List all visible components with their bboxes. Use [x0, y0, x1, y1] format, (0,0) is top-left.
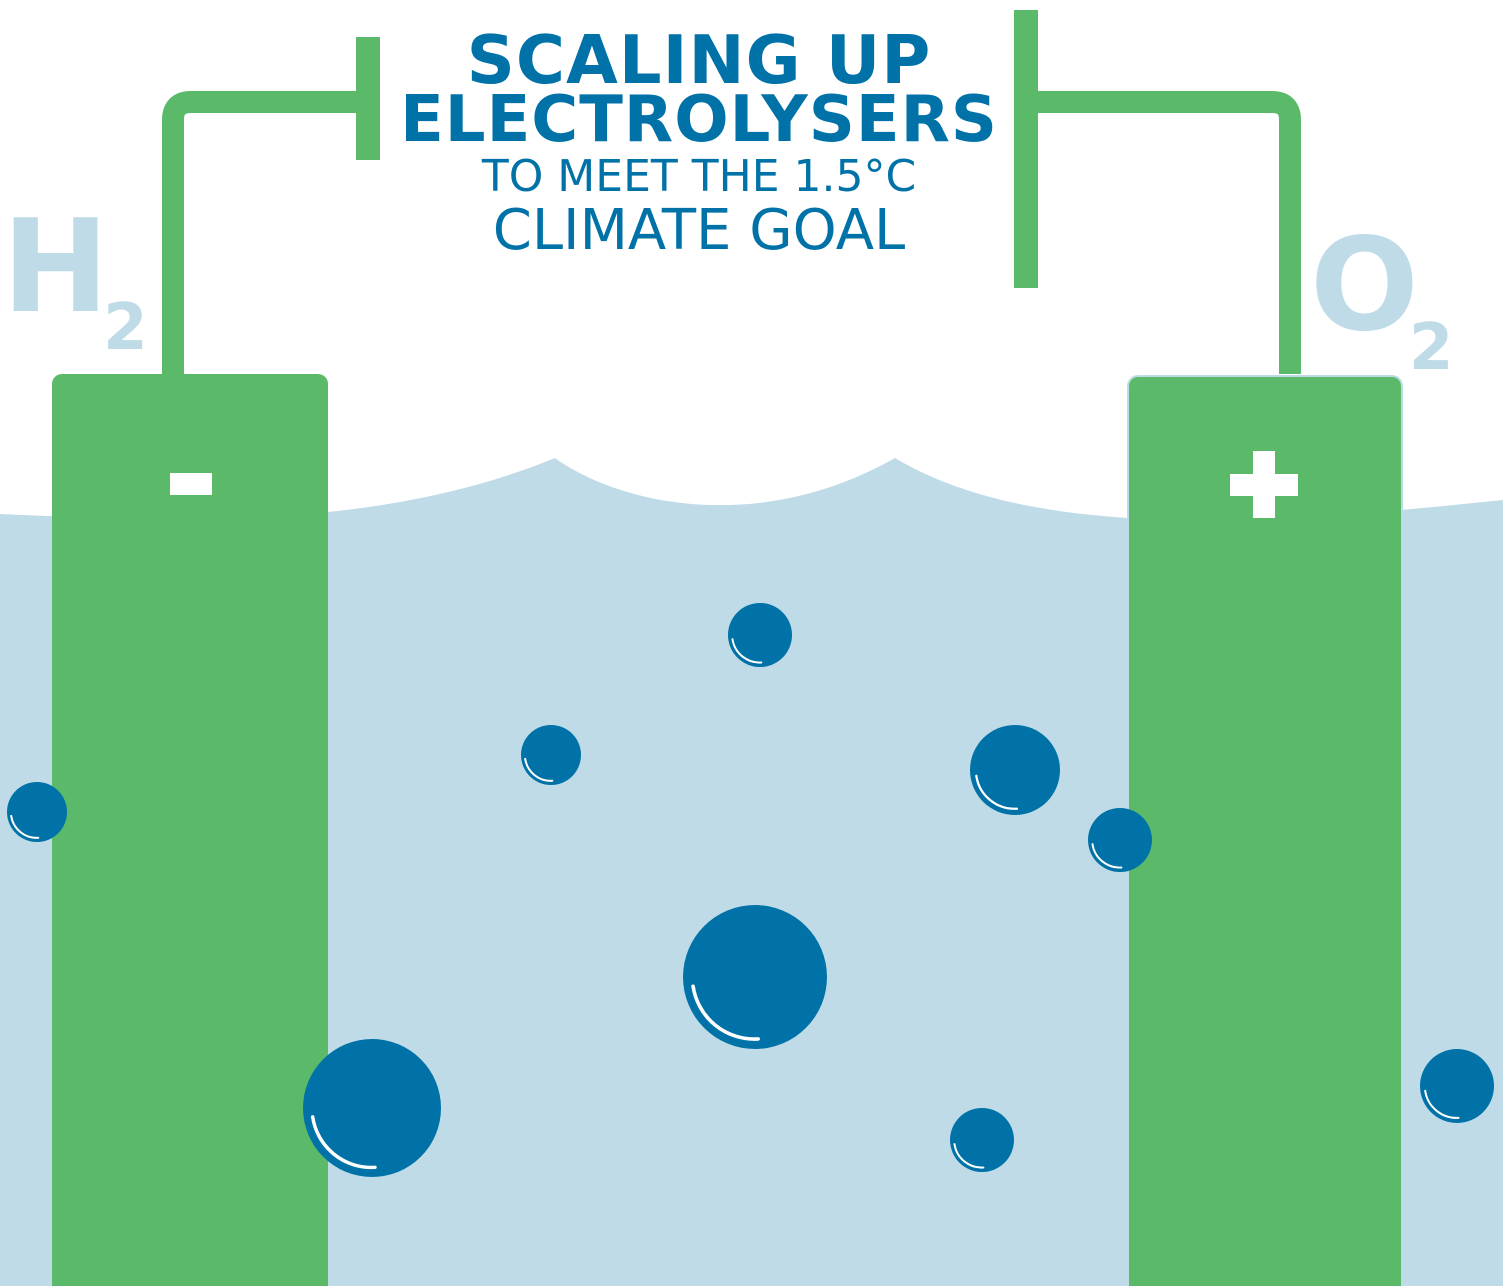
bubble-highlight [524, 757, 554, 782]
bubble-highlight [310, 1115, 377, 1170]
bubble [970, 725, 1060, 815]
cathode-electrode [52, 374, 328, 1286]
title-line-1: SCALING UP [466, 21, 932, 99]
title-line-4: CLIMATE GOAL [492, 198, 906, 263]
title-line-3: TO MEET THE 1.5°C [481, 151, 917, 202]
hydrogen-symbol: H [2, 193, 110, 342]
hydrogen-formula: H2 [2, 204, 154, 361]
hydrogen-subscript: 2 [103, 291, 148, 365]
bubble [1420, 1049, 1494, 1123]
bubble [1088, 808, 1152, 872]
minus-icon [170, 473, 212, 495]
oxygen-symbol: O [1310, 211, 1419, 360]
long-plate [1014, 10, 1038, 288]
bubble-highlight [1424, 1089, 1460, 1119]
title-block: SCALING UP ELECTROLYSERS TO MEET THE 1.5… [386, 21, 1012, 263]
bubble-highlight [10, 814, 40, 839]
bubble-highlight [691, 984, 760, 1041]
bubble-highlight [731, 638, 763, 664]
bubbles [7, 603, 1494, 1177]
bubble-highlight [1091, 843, 1123, 869]
negative-wire [162, 91, 368, 374]
positive-wire [1026, 91, 1301, 374]
oxygen-subscript: 2 [1408, 311, 1454, 385]
title-line-2: ELECTROLYSERS [400, 83, 998, 157]
bubble [7, 782, 67, 842]
bubble [521, 725, 581, 785]
bubble [950, 1108, 1014, 1172]
bubble-highlight [975, 774, 1019, 810]
short-plate [356, 37, 380, 160]
bubble [303, 1039, 441, 1177]
bubble [728, 603, 792, 667]
oxygen-formula: O2 [1310, 222, 1463, 381]
bubble [683, 905, 827, 1049]
bubble-highlight [953, 1143, 985, 1169]
